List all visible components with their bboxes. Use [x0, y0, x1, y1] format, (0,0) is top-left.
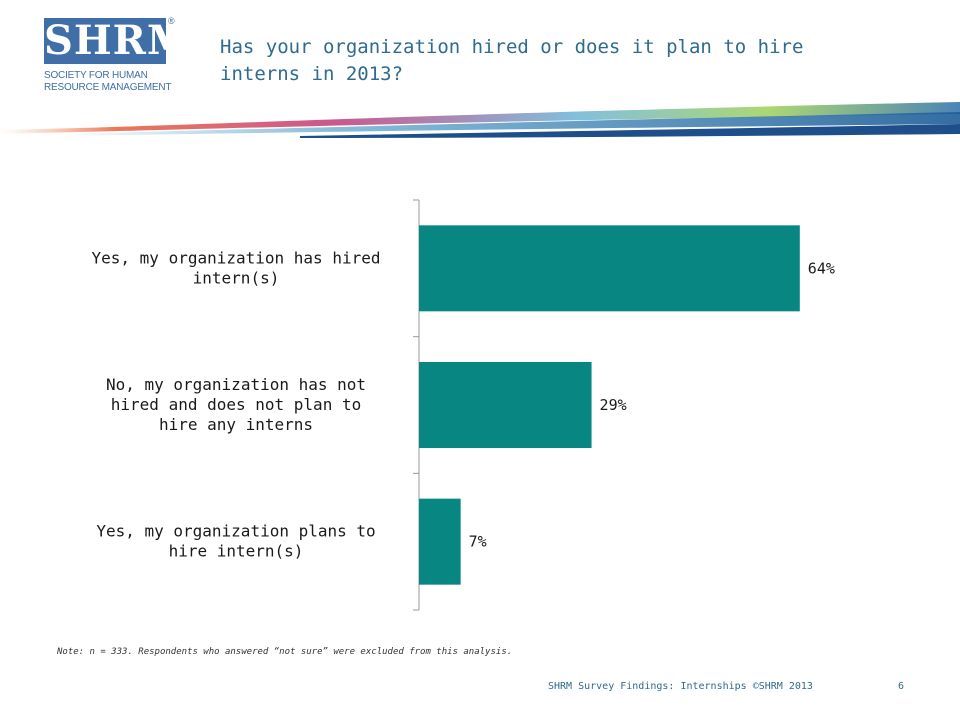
bar [419, 225, 800, 312]
logo-subtitle-line2: RESOURCE MANAGEMENT [44, 82, 172, 93]
bar [419, 362, 592, 448]
category-label-line: hire any interns [159, 415, 313, 434]
decorative-swoosh-banner [0, 102, 960, 138]
bar-chart: 64% Yes, my organization has hiredintern(… [92, 199, 835, 611]
data-label: 64% [808, 259, 835, 277]
registered-mark: ® [168, 16, 175, 26]
category-label-line: Yes, my organization plans to [96, 522, 375, 541]
data-label: 7% [469, 533, 487, 551]
data-label: 29% [600, 396, 627, 414]
category-label-line: hired and does not plan to [111, 395, 361, 414]
category-label-line: Yes, my organization has hired [92, 248, 381, 267]
page-number: 6 [898, 681, 905, 692]
logo-mark: SHRM [44, 17, 193, 64]
category-label-line: hire intern(s) [169, 542, 304, 561]
footer-text: SHRM Survey Findings: Internships ©SHRM … [548, 681, 813, 692]
chart-note: Note: n = 333. Respondents who answered … [57, 647, 513, 657]
category-label-line: No, my organization has not [106, 375, 366, 394]
logo-subtitle-line1: SOCIETY FOR HUMAN [44, 70, 148, 81]
slide-title: Has your organization hired or does it p… [220, 36, 804, 85]
shrm-logo: SHRM ® SOCIETY FOR HUMAN RESOURCE MANAGE… [44, 16, 193, 102]
category-label-line: intern(s) [193, 268, 280, 287]
bar [419, 498, 461, 585]
